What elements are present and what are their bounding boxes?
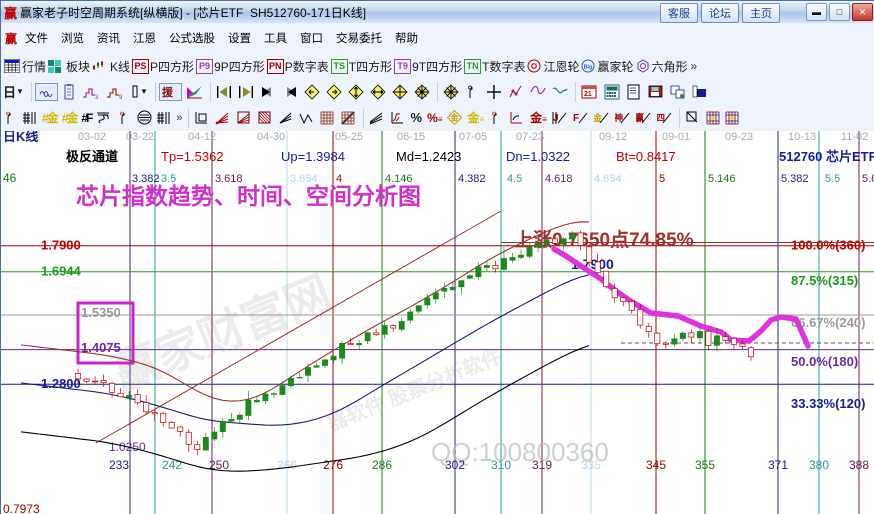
svg-text:09-01: 09-01	[662, 131, 690, 143]
svg-text:286: 286	[372, 458, 392, 472]
svg-text:06-15: 06-15	[397, 131, 425, 143]
svg-text:器软件 股票分析软件: 器软件 股票分析软件	[323, 344, 505, 436]
svg-text:3: 3	[95, 95, 99, 100]
svg-text:302: 302	[445, 458, 465, 472]
svg-text:4.382: 4.382	[458, 173, 486, 185]
svg-text:Md=1.2423: Md=1.2423	[396, 149, 461, 164]
svg-text:1.2800: 1.2800	[41, 376, 81, 391]
svg-text:11-02: 11-02	[841, 131, 868, 143]
svg-text:09-23: 09-23	[725, 131, 753, 143]
svg-text:1.6944: 1.6944	[41, 264, 82, 279]
svg-text:05-25: 05-25	[335, 131, 363, 143]
svg-text:芯片指数趋势、时间、空间分析图: 芯片指数趋势、时间、空间分析图	[76, 183, 421, 209]
svg-text:09-12: 09-12	[599, 131, 627, 143]
svg-text:Tp=1.5362: Tp=1.5362	[161, 149, 224, 164]
svg-text:5.61: 5.61	[862, 173, 874, 185]
svg-text:4.5: 4.5	[507, 173, 522, 185]
svg-text:上涨0.7650点74.85%: 上涨0.7650点74.85%	[514, 229, 694, 251]
svg-text:319: 319	[532, 458, 552, 472]
svg-text:07-23: 07-23	[516, 131, 544, 143]
svg-text:5.5: 5.5	[825, 173, 840, 185]
svg-text:4.618: 4.618	[545, 173, 573, 185]
svg-text:04-30: 04-30	[257, 131, 285, 143]
svg-text:芯片ETF: 芯片ETF	[826, 149, 874, 164]
svg-text:233: 233	[109, 458, 129, 472]
svg-text:1.5350: 1.5350	[81, 305, 121, 320]
svg-text:87.5%(315): 87.5%(315)	[791, 273, 858, 288]
svg-text:242: 242	[162, 458, 182, 472]
svg-text:援: 援	[162, 85, 174, 99]
svg-text:日K线: 日K线	[3, 131, 38, 144]
svg-text:金: 金	[450, 113, 460, 123]
svg-text:335: 335	[581, 458, 601, 472]
svg-text:9: 9	[119, 95, 123, 100]
svg-text:388: 388	[849, 458, 869, 472]
svg-text:266: 266	[277, 458, 297, 472]
svg-text:赢家财富网: 赢家财富网	[105, 266, 338, 400]
svg-text:Up=1.3984: Up=1.3984	[281, 149, 345, 164]
svg-text:50.0%(180): 50.0%(180)	[791, 354, 858, 369]
svg-text:Bt=0.8417: Bt=0.8417	[616, 149, 676, 164]
svg-text:5.382: 5.382	[781, 173, 809, 185]
svg-text:极反通道: 极反通道	[66, 149, 118, 164]
svg-text:512760: 512760	[779, 149, 822, 164]
svg-text:Big: Big	[584, 65, 593, 71]
svg-text:10-13: 10-13	[788, 131, 816, 143]
svg-text:03-02: 03-02	[78, 131, 106, 143]
svg-text:5.146: 5.146	[708, 173, 736, 185]
svg-text:07-05: 07-05	[459, 131, 487, 143]
svg-text:33.33%(120): 33.33%(120)	[791, 396, 865, 411]
svg-text:0.7973: 0.7973	[3, 502, 40, 514]
svg-text:345: 345	[646, 458, 666, 472]
svg-text:04-12: 04-12	[188, 131, 216, 143]
svg-text:J: J	[553, 113, 559, 124]
svg-text:4.854: 4.854	[594, 173, 622, 185]
svg-text:310: 310	[491, 458, 511, 472]
svg-text:355: 355	[695, 458, 715, 472]
svg-text:100.0%(360): 100.0%(360)	[791, 238, 865, 253]
svg-text:Dn=1.0322: Dn=1.0322	[506, 149, 570, 164]
svg-text:03-22: 03-22	[126, 131, 154, 143]
svg-text:380: 380	[809, 458, 829, 472]
svg-text:1.7900: 1.7900	[41, 238, 81, 253]
svg-text:371: 371	[768, 458, 788, 472]
svg-text:21: 21	[584, 91, 592, 98]
svg-text:46: 46	[3, 171, 17, 185]
svg-text:F: F	[573, 113, 579, 124]
svg-text:5: 5	[659, 173, 665, 185]
